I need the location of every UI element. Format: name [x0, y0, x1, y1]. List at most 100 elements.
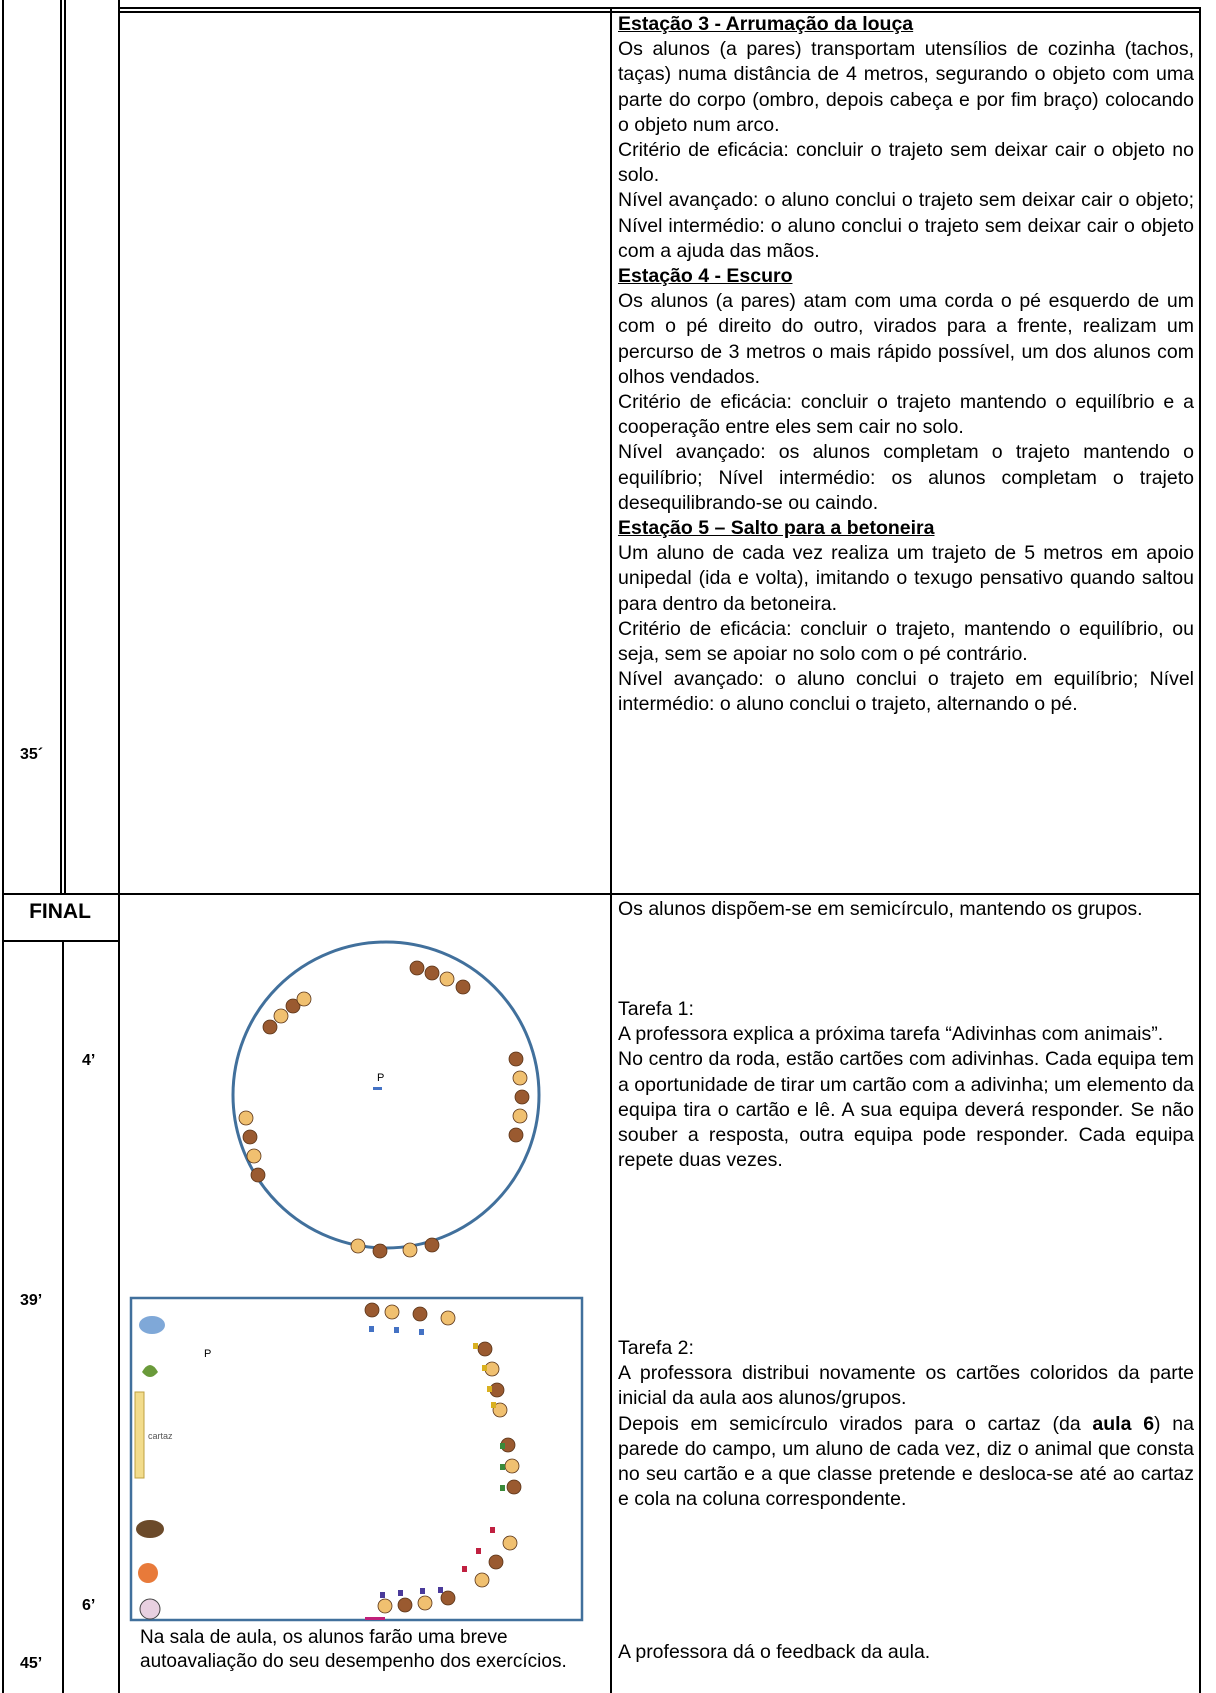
station-heading: Estação 4 - Escuro	[618, 265, 793, 288]
border	[2, 893, 1200, 895]
student-icon	[504, 1458, 520, 1474]
text-run: aula 6	[1092, 1412, 1155, 1435]
border	[60, 0, 62, 893]
paragraph: Nível avançado: o aluno conclui o trajet…	[618, 668, 1194, 716]
teacher-mark	[373, 1087, 382, 1090]
card-marker	[482, 1365, 487, 1371]
paragraph: A professora distribui novamente os cart…	[618, 1362, 1194, 1410]
station-heading: Estação 5 – Salto para a betoneira	[618, 517, 935, 540]
marker	[365, 1617, 385, 1620]
time-label: 39’	[20, 1292, 43, 1309]
station-heading: Estação 3 - Arrumação da louça	[618, 13, 914, 35]
card-marker	[473, 1343, 478, 1349]
border	[64, 0, 66, 893]
stations-text: Estação 3 - Arrumação da louça Os alunos …	[618, 12, 1194, 718]
student-icon	[439, 971, 455, 987]
student-icon	[512, 1070, 528, 1086]
paragraph: No centro da roda, estão cartões com adi…	[618, 1048, 1194, 1172]
student-icon	[242, 1129, 258, 1145]
icon-hedgehog	[136, 1520, 164, 1538]
icon-snake	[142, 1365, 158, 1377]
student-icon	[417, 1595, 433, 1611]
card-marker	[394, 1327, 399, 1333]
teacher-label: P	[377, 1072, 384, 1084]
border	[2, 940, 118, 942]
student-icon	[424, 965, 440, 981]
student-icon	[489, 1382, 505, 1398]
paragraph: A professora explica a próxima tarefa “A…	[618, 1023, 1164, 1046]
student-icon	[502, 1535, 518, 1551]
card-marker	[476, 1548, 481, 1554]
text-run: ) na parede do campo, um aluno de cada v…	[618, 1412, 1194, 1511]
icon-fox	[138, 1563, 158, 1583]
student-icon	[514, 1089, 530, 1105]
card-marker	[369, 1326, 374, 1332]
border	[62, 940, 64, 1693]
border	[118, 11, 1200, 13]
circle-field	[231, 940, 541, 1250]
task-2: Tarefa 2: A professora distribui novamen…	[618, 1336, 1194, 1512]
text-run: Depois em semicírculo virados para o car…	[618, 1412, 1093, 1435]
student-icon	[484, 1361, 500, 1377]
card-marker	[420, 1588, 425, 1594]
border	[610, 7, 612, 1693]
poster-label: cartaz	[148, 1431, 173, 1441]
student-icon	[273, 1008, 289, 1024]
student-icon	[246, 1148, 262, 1164]
student-icon	[506, 1479, 522, 1495]
student-icon	[238, 1110, 254, 1126]
icon-badger	[139, 1598, 161, 1620]
paragraph: Critério de eficácia: concluir o trajeto…	[618, 139, 1194, 187]
time-label: 45’	[20, 1655, 43, 1672]
caption: Na sala de aula, os alunos farão uma bre…	[140, 1627, 567, 1672]
intro-text: Os alunos dispõem-se em semicírculo, man…	[618, 897, 1194, 922]
border	[1199, 7, 1201, 1693]
card-marker	[500, 1443, 505, 1449]
student-icon	[409, 960, 425, 976]
section-label: FINAL	[29, 900, 91, 923]
student-icon	[402, 1242, 418, 1258]
duration-label: 6’	[82, 1597, 96, 1614]
court-field	[129, 1296, 584, 1622]
student-icon	[477, 1341, 493, 1357]
time-label: 35´	[20, 746, 44, 763]
student-icon	[455, 979, 471, 995]
card-marker	[380, 1592, 385, 1598]
border	[2, 0, 4, 1693]
border	[118, 7, 1200, 9]
card-marker	[500, 1464, 505, 1470]
paragraph: Um aluno de cada vez realiza um trajeto …	[618, 542, 1194, 615]
paragraph: Nível avançado: o aluno conclui o trajet…	[618, 189, 1194, 262]
card-marker	[438, 1587, 443, 1593]
student-icon	[488, 1554, 504, 1570]
student-icon	[384, 1304, 400, 1320]
border	[118, 0, 120, 1693]
card-marker	[491, 1402, 496, 1408]
paragraph: Os alunos dispõem-se em semicírculo, man…	[618, 898, 1143, 920]
duration-label: 4’	[82, 1052, 96, 1069]
icon-bird	[139, 1316, 165, 1334]
teacher-label: P	[204, 1348, 211, 1360]
paragraph: Os alunos (a pares) transportam utensíli…	[618, 38, 1194, 136]
card-marker	[398, 1590, 403, 1596]
paragraph: Nível avançado: os alunos completam o tr…	[618, 441, 1194, 514]
paragraph: A professora dá o feedback da aula.	[618, 1641, 931, 1663]
task-title: Tarefa 1:	[618, 998, 694, 1020]
student-icon	[377, 1598, 393, 1614]
student-icon	[412, 1306, 428, 1322]
card-marker	[487, 1386, 492, 1392]
paragraph: Critério de eficácia: concluir o trajeto…	[618, 617, 1194, 666]
student-icon	[492, 1402, 508, 1418]
student-icon	[474, 1572, 490, 1588]
card-marker	[419, 1329, 424, 1335]
paragraph: Critério de eficácia: concluir o trajeto…	[618, 391, 1194, 439]
paragraph: Os alunos (a pares) atam com uma corda o…	[618, 290, 1194, 388]
student-icon	[372, 1243, 388, 1259]
student-icon	[250, 1167, 266, 1183]
student-icon	[440, 1590, 456, 1606]
student-icon	[364, 1302, 380, 1318]
task-title: Tarefa 2:	[618, 1337, 694, 1359]
task-1: Tarefa 1: A professora explica a próxima…	[618, 997, 1194, 1173]
student-icon	[397, 1597, 413, 1613]
